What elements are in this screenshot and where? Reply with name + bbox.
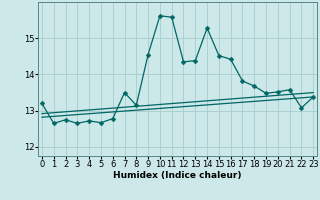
X-axis label: Humidex (Indice chaleur): Humidex (Indice chaleur) [113, 171, 242, 180]
